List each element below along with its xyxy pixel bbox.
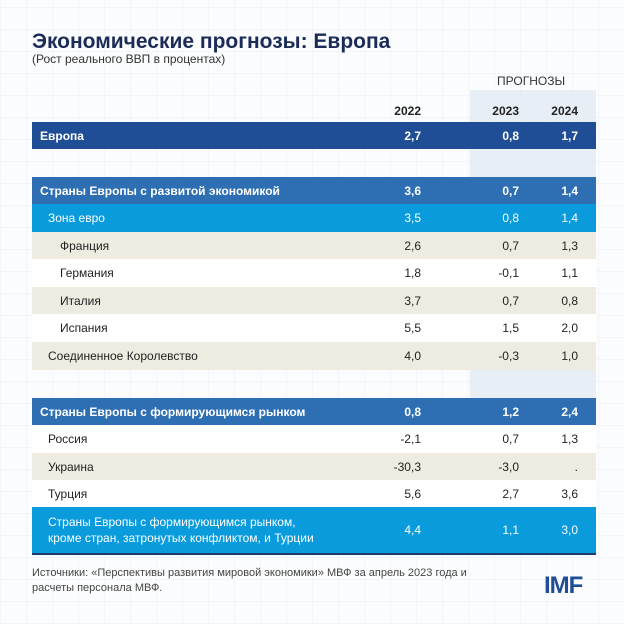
value-2022: 3,5 <box>404 211 421 225</box>
value-2024: 1,4 <box>561 183 578 198</box>
value-2023: 2,7 <box>502 486 519 501</box>
value-2024: 1,4 <box>561 211 578 225</box>
value-2023: 0,7 <box>502 183 519 198</box>
forecast-label: ПРОГНОЗЫ <box>497 74 566 88</box>
table-row: Испания 5,5 1,5 2,0 <box>32 314 596 342</box>
value-2024: 3,0 <box>561 523 578 537</box>
source-note: Источники: «Перспективы развития мировой… <box>32 567 467 594</box>
imf-logo: IMF <box>544 572 583 599</box>
table-row: Германия 1,8 -0,1 1,1 <box>32 259 596 287</box>
value-2022: 0,8 <box>404 404 421 419</box>
table-row: Турция 5,6 2,7 3,6 <box>32 480 596 507</box>
value-2024: 0,8 <box>561 293 578 308</box>
row-label: Украина <box>48 459 94 474</box>
value-2023: 1,1 <box>502 523 519 537</box>
value-2023: -0,1 <box>498 266 519 280</box>
value-2024: 1,0 <box>561 349 578 363</box>
row-label: Страны Европы с развитой экономикой <box>40 183 280 198</box>
col-2024: 2024 <box>551 104 578 118</box>
table-row: Зона евро 3,5 0,8 1,4 <box>32 204 596 232</box>
row-label: Франция <box>60 238 110 253</box>
value-2022: 3,6 <box>404 183 421 198</box>
col-2022: 2022 <box>394 104 421 118</box>
row-label: Страны Европы с формирующимся рынком, кр… <box>48 515 314 545</box>
value-2023: 1,5 <box>502 321 519 335</box>
table-row: Франция 2,6 0,7 1,3 <box>32 232 596 259</box>
value-2023: 0,8 <box>502 128 519 143</box>
value-2022: -2,1 <box>400 432 421 446</box>
row-label: Европа <box>40 128 84 143</box>
value-2022: 5,6 <box>404 486 421 501</box>
value-2023: 1,2 <box>502 404 519 419</box>
page-subtitle: (Рост реального ВВП в процентах) <box>32 52 226 66</box>
table-row: Страны Европы с развитой экономикой 3,6 0,… <box>32 177 596 204</box>
table-row: Европа 2,7 0,8 1,7 <box>32 122 596 149</box>
value-2022: 5,5 <box>404 321 421 335</box>
page-title: Экономические прогнозы: Европа <box>32 30 391 53</box>
value-2022: -30,3 <box>393 459 421 474</box>
value-2022: 2,6 <box>404 238 421 253</box>
value-2023: 0,7 <box>502 238 519 253</box>
value-2024: 1,1 <box>561 266 578 280</box>
value-2024: . <box>574 459 578 474</box>
value-2023: -0,3 <box>498 349 519 363</box>
row-label: Испания <box>60 321 108 335</box>
value-2023: -3,0 <box>498 459 519 474</box>
row-label: Соединенное Королевство <box>48 349 198 363</box>
row-label: Страны Европы с формирующимся рынком <box>40 404 306 419</box>
value-2023: 0,7 <box>502 293 519 308</box>
table-row: Страны Европы с формирующимся рынком 0,8 1… <box>32 398 596 425</box>
table-row: Украина -30,3 -3,0. <box>32 453 596 480</box>
value-2022: 1,8 <box>404 266 421 280</box>
gdp-table: 2022 2023 2024 Европа 2,7 0,8 1,7 Страны Евр… <box>32 100 596 555</box>
value-2024: 1,3 <box>561 238 578 253</box>
header-row: 2022 2023 2024 <box>32 100 596 122</box>
value-2024: 1,3 <box>561 432 578 446</box>
value-2022: 2,7 <box>404 128 421 143</box>
col-2023: 2023 <box>492 104 519 118</box>
row-label: Зона евро <box>48 211 105 225</box>
value-2022: 4,0 <box>404 349 421 363</box>
row-label: Россия <box>48 432 88 446</box>
value-2023: 0,7 <box>502 432 519 446</box>
value-2022: 3,7 <box>404 293 421 308</box>
table-row: Соединенное Королевство 4,0 -0,3 1,0 <box>32 342 596 370</box>
value-2024: 2,0 <box>561 321 578 335</box>
row-label: Турция <box>48 486 88 501</box>
value-2024: 3,6 <box>561 486 578 501</box>
value-2024: 1,7 <box>561 128 578 143</box>
table-row: Страны Европы с формирующимся рынком, кр… <box>32 507 596 555</box>
table-row: Италия 3,7 0,7 0,8 <box>32 287 596 314</box>
table-row: Россия -2,1 0,7 1,3 <box>32 425 596 453</box>
value-2024: 2,4 <box>561 404 578 419</box>
value-2023: 0,8 <box>502 211 519 225</box>
value-2022: 4,4 <box>404 523 421 537</box>
row-label: Германия <box>60 266 114 280</box>
row-label: Италия <box>60 293 101 308</box>
